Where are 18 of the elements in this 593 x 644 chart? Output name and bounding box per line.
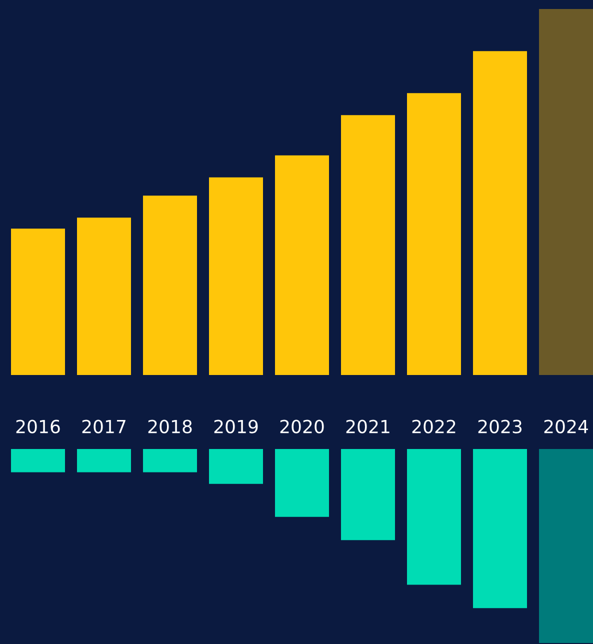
x-tick-label: 2018: [148, 420, 192, 434]
bar: [143, 196, 197, 375]
bar: [539, 9, 593, 375]
x-tick-label: 2016: [16, 420, 60, 434]
x-tick-label: 2022: [412, 420, 456, 434]
x-tick-label: 2023: [478, 420, 522, 434]
bar: [275, 155, 329, 375]
bar: [209, 177, 263, 375]
bar: [77, 218, 131, 375]
x-tick-label: 2021: [346, 420, 390, 434]
x-tick-label: 2017: [82, 420, 126, 434]
bar: [11, 228, 65, 375]
bar: [341, 115, 395, 375]
bar: [407, 93, 461, 375]
x-tick-label: 2019: [214, 420, 258, 434]
x-tick-label: 2020: [280, 420, 324, 434]
x-tick-label: 2024: [544, 420, 588, 434]
bar: [473, 51, 527, 375]
